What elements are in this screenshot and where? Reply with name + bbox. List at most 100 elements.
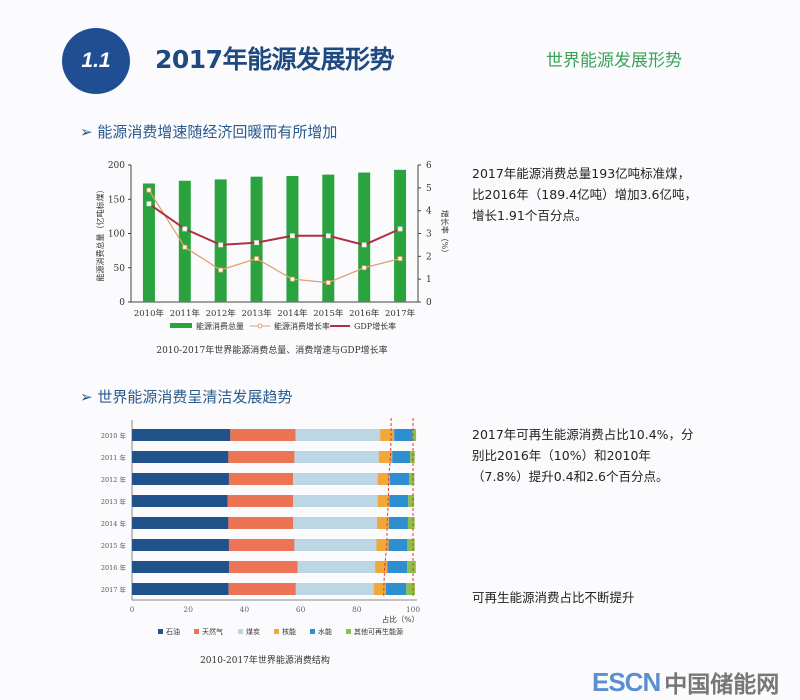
x-tick-label: 60 (296, 605, 306, 614)
y-tick-label: 2014 年 (101, 519, 127, 528)
point-GDP增长率 (182, 226, 188, 232)
segment-石油 (132, 561, 230, 573)
x-tick-label: 2011年 (170, 308, 201, 319)
y2-tick-label: 3 (426, 230, 432, 240)
renewable-note: 可再生能源消费占比不断提升 (472, 590, 635, 605)
section1-heading: ➢ 能源消费增速随经济回暖而有所增加 (80, 121, 337, 142)
chart-caption: 2010-2017年世界能源消费总量、消费增速与GDP增长率 (156, 344, 387, 356)
y2-tick-label: 0 (426, 298, 432, 308)
y-tick-label: 2015 年 (101, 541, 127, 550)
x-tick-label: 80 (352, 605, 362, 614)
section-number-badge: 1.1 (62, 28, 130, 94)
legend-swatch (238, 629, 243, 634)
legend-label: 石油 (166, 627, 180, 636)
x-tick-label: 40 (240, 605, 250, 614)
legend-swatch (158, 629, 163, 634)
point-GDP增长率 (218, 242, 224, 248)
text-line: 比2016年（189.4亿吨）增加3.6亿吨， (472, 187, 697, 202)
y-axis-label: 能源消费总量（亿吨标煤） (95, 186, 105, 282)
segment-煤炭 (294, 451, 379, 463)
bar-2010年 (142, 183, 155, 302)
renewable-boundary (383, 418, 392, 598)
logo-en: ESCN (592, 666, 661, 697)
segment-水能 (389, 473, 410, 485)
segment-其他可再生能源 (407, 517, 415, 529)
segment-煤炭 (293, 495, 378, 507)
logo-cn: 中国储能网 (664, 672, 780, 698)
x-axis-label: 占比（%） (382, 614, 419, 624)
y2-axis-label: 增长率（%） (440, 210, 450, 258)
point-能源消费增长率 (182, 244, 188, 250)
y-tick-label: 200 (108, 161, 125, 171)
x-tick-label: 2013年 (241, 308, 272, 319)
point-能源消费增长率 (254, 256, 259, 262)
y-tick-label: 2011 年 (101, 453, 127, 462)
x-tick-label: 2017年 (385, 308, 416, 319)
bar-2017年 (394, 169, 407, 302)
segment-天然气 (227, 495, 294, 507)
segment-其他可再生能源 (409, 473, 415, 485)
segment-煤炭 (295, 583, 374, 595)
segment-石油 (132, 517, 229, 529)
text-line: 2017年能源消费总量193亿吨标准煤， (472, 166, 691, 181)
segment-煤炭 (293, 473, 378, 485)
x-tick-label: 2012年 (206, 308, 237, 319)
segment-核能 (377, 495, 390, 507)
segment-其他可再生能源 (407, 539, 415, 551)
segment-核能 (377, 473, 390, 485)
y-tick-label: 2012 年 (101, 475, 127, 484)
segment-核能 (380, 429, 395, 441)
section2-text: 2017年可再生能源消费占比10.4%，分 别比2016年（10%）和2010年… (472, 424, 694, 487)
energy-consumption-chart: 0 50 100 150 200 0 1 2 3 4 5 6 能源消费总量（亿吨标煤） 增长率（%） 201… (95, 161, 450, 356)
bar-2016年 (358, 172, 371, 302)
segment-石油 (132, 495, 228, 507)
y-tick-label: 150 (108, 195, 125, 205)
section2-heading-text: 世界能源消费呈清洁发展趋势 (97, 388, 293, 406)
segment-煤炭 (295, 429, 381, 441)
segment-水能 (388, 539, 408, 551)
segment-水能 (387, 561, 408, 573)
point-能源消费增长率 (290, 276, 295, 282)
segment-其他可再生能源 (412, 429, 417, 441)
segment-核能 (375, 561, 388, 573)
section2-heading: ➢ 世界能源消费呈清洁发展趋势 (80, 386, 292, 407)
bar-2012年 (214, 179, 227, 302)
segment-核能 (376, 539, 389, 551)
bar-2013年 (250, 176, 263, 302)
point-GDP增长率 (146, 201, 152, 207)
section1-text: 2017年能源消费总量193亿吨标准煤， 比2016年（189.4亿吨）增加3.… (472, 163, 697, 226)
legend-swatch (346, 629, 351, 634)
point-GDP增长率 (361, 242, 367, 248)
segment-水能 (389, 495, 409, 507)
segment-石油 (132, 473, 229, 485)
legend-label: GDP增长率 (354, 321, 396, 331)
legend-swatch (310, 629, 315, 634)
segment-其他可再生能源 (410, 451, 415, 463)
segment-水能 (392, 451, 411, 463)
y-tick-label: 2010 年 (101, 431, 127, 440)
point-GDP增长率 (254, 240, 259, 246)
segment-天然气 (228, 451, 295, 463)
segment-核能 (378, 451, 393, 463)
segment-石油 (132, 429, 231, 441)
segment-水能 (385, 583, 407, 595)
legend-label: 水能 (318, 627, 332, 636)
y-tick-label: 50 (114, 264, 126, 274)
segment-石油 (132, 451, 229, 463)
section1-heading-text: 能源消费增速随经济回暖而有所增加 (97, 123, 338, 141)
segment-石油 (132, 539, 229, 551)
point-GDP增长率 (290, 233, 295, 239)
y2-tick-label: 6 (426, 161, 432, 171)
bar-2015年 (322, 174, 335, 302)
point-能源消费增长率 (361, 265, 367, 271)
segment-水能 (394, 429, 413, 441)
y-tick-label: 2013 年 (101, 497, 127, 506)
point-能源消费增长率 (397, 256, 403, 262)
section-label: 世界能源发展形势 (546, 51, 682, 71)
x-tick-label: 2015年 (313, 308, 344, 319)
legend-label: 核能 (282, 627, 296, 636)
segment-天然气 (228, 583, 296, 595)
chart-caption: 2010-2017年世界能源消费结构 (200, 654, 330, 666)
x-tick-label: 2010年 (134, 308, 165, 319)
